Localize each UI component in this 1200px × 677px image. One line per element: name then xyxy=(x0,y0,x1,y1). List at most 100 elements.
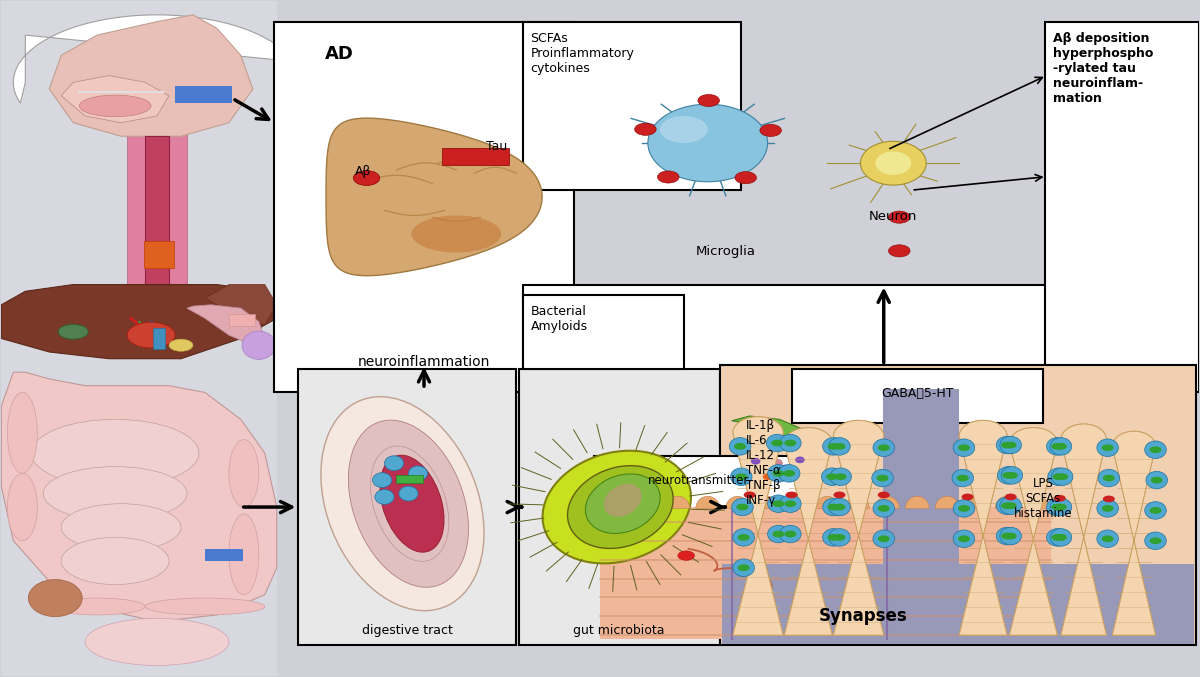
Circle shape xyxy=(1001,533,1013,540)
Circle shape xyxy=(784,470,796,477)
Polygon shape xyxy=(965,496,989,508)
Polygon shape xyxy=(995,496,1019,508)
Ellipse shape xyxy=(953,530,974,548)
Text: LPS
SCFAs
histamine: LPS SCFAs histamine xyxy=(1014,477,1073,520)
Ellipse shape xyxy=(408,466,427,481)
Text: Tau: Tau xyxy=(486,140,508,153)
FancyBboxPatch shape xyxy=(275,22,574,393)
Circle shape xyxy=(1103,475,1115,481)
Ellipse shape xyxy=(996,527,1018,545)
Polygon shape xyxy=(326,118,542,276)
Polygon shape xyxy=(1112,431,1156,635)
Polygon shape xyxy=(785,428,833,635)
Circle shape xyxy=(1102,505,1114,512)
FancyBboxPatch shape xyxy=(1,1,277,676)
Circle shape xyxy=(773,470,785,477)
Ellipse shape xyxy=(996,436,1018,454)
Circle shape xyxy=(1102,444,1114,451)
Ellipse shape xyxy=(744,462,755,471)
Polygon shape xyxy=(816,496,840,508)
Ellipse shape xyxy=(1050,498,1072,516)
Ellipse shape xyxy=(872,530,894,548)
Ellipse shape xyxy=(829,498,851,516)
Ellipse shape xyxy=(59,324,88,339)
Circle shape xyxy=(785,500,797,507)
Circle shape xyxy=(1150,507,1162,514)
Polygon shape xyxy=(733,417,784,635)
Polygon shape xyxy=(145,136,169,325)
Circle shape xyxy=(1004,502,1016,509)
Ellipse shape xyxy=(1097,500,1118,517)
Circle shape xyxy=(785,439,797,446)
Ellipse shape xyxy=(780,434,802,452)
Ellipse shape xyxy=(586,474,660,533)
Polygon shape xyxy=(1009,428,1057,635)
Ellipse shape xyxy=(29,580,83,617)
Circle shape xyxy=(876,475,888,481)
Ellipse shape xyxy=(732,498,754,516)
FancyBboxPatch shape xyxy=(882,389,959,644)
FancyBboxPatch shape xyxy=(229,314,256,326)
Polygon shape xyxy=(732,416,816,460)
Circle shape xyxy=(1151,477,1163,483)
Circle shape xyxy=(958,444,970,451)
Ellipse shape xyxy=(823,529,845,546)
Ellipse shape xyxy=(1000,497,1021,515)
Ellipse shape xyxy=(169,339,193,351)
Circle shape xyxy=(1055,443,1067,450)
Ellipse shape xyxy=(85,618,229,665)
Text: IL-1β
IL-6
IL-12
TNF-α
TNF-β
INF-γ: IL-1β IL-6 IL-12 TNF-α TNF-β INF-γ xyxy=(746,420,781,507)
Text: gut microbiota: gut microbiota xyxy=(574,624,665,636)
Text: Synapses: Synapses xyxy=(820,607,907,625)
Circle shape xyxy=(888,245,910,257)
Circle shape xyxy=(1056,473,1068,480)
Ellipse shape xyxy=(872,439,894,456)
FancyBboxPatch shape xyxy=(175,86,233,102)
Ellipse shape xyxy=(1000,436,1021,454)
Ellipse shape xyxy=(229,514,259,594)
FancyBboxPatch shape xyxy=(396,475,422,483)
Circle shape xyxy=(828,443,840,450)
Polygon shape xyxy=(1061,424,1106,635)
Polygon shape xyxy=(1,284,277,359)
Ellipse shape xyxy=(823,437,845,455)
Circle shape xyxy=(1051,504,1063,510)
Polygon shape xyxy=(187,305,265,345)
Ellipse shape xyxy=(49,598,145,615)
Polygon shape xyxy=(834,420,883,635)
FancyBboxPatch shape xyxy=(720,366,1196,645)
Polygon shape xyxy=(959,420,1007,635)
Circle shape xyxy=(958,505,970,512)
Ellipse shape xyxy=(996,497,1018,515)
Ellipse shape xyxy=(733,559,755,577)
Ellipse shape xyxy=(1046,529,1068,546)
Ellipse shape xyxy=(372,473,391,487)
Text: GABA、5-HT: GABA、5-HT xyxy=(881,387,954,400)
Ellipse shape xyxy=(730,437,751,455)
Ellipse shape xyxy=(1145,532,1166,550)
Circle shape xyxy=(827,473,839,480)
FancyBboxPatch shape xyxy=(523,284,1052,642)
Ellipse shape xyxy=(731,468,752,485)
Text: Aβ: Aβ xyxy=(354,165,371,178)
Circle shape xyxy=(828,504,840,510)
Circle shape xyxy=(888,211,910,223)
Ellipse shape xyxy=(779,464,800,482)
Ellipse shape xyxy=(1048,468,1069,485)
Ellipse shape xyxy=(871,469,893,487)
Circle shape xyxy=(786,492,798,498)
Circle shape xyxy=(353,171,379,185)
Ellipse shape xyxy=(796,456,805,463)
FancyBboxPatch shape xyxy=(1045,22,1199,393)
FancyBboxPatch shape xyxy=(600,507,1051,638)
Circle shape xyxy=(744,492,756,498)
Ellipse shape xyxy=(43,466,187,521)
Circle shape xyxy=(734,443,746,450)
Ellipse shape xyxy=(127,322,175,348)
Polygon shape xyxy=(1,372,277,621)
Ellipse shape xyxy=(772,459,782,467)
Text: Microglia: Microglia xyxy=(696,246,756,259)
Ellipse shape xyxy=(31,420,199,487)
Circle shape xyxy=(877,536,889,542)
Ellipse shape xyxy=(1145,441,1166,458)
